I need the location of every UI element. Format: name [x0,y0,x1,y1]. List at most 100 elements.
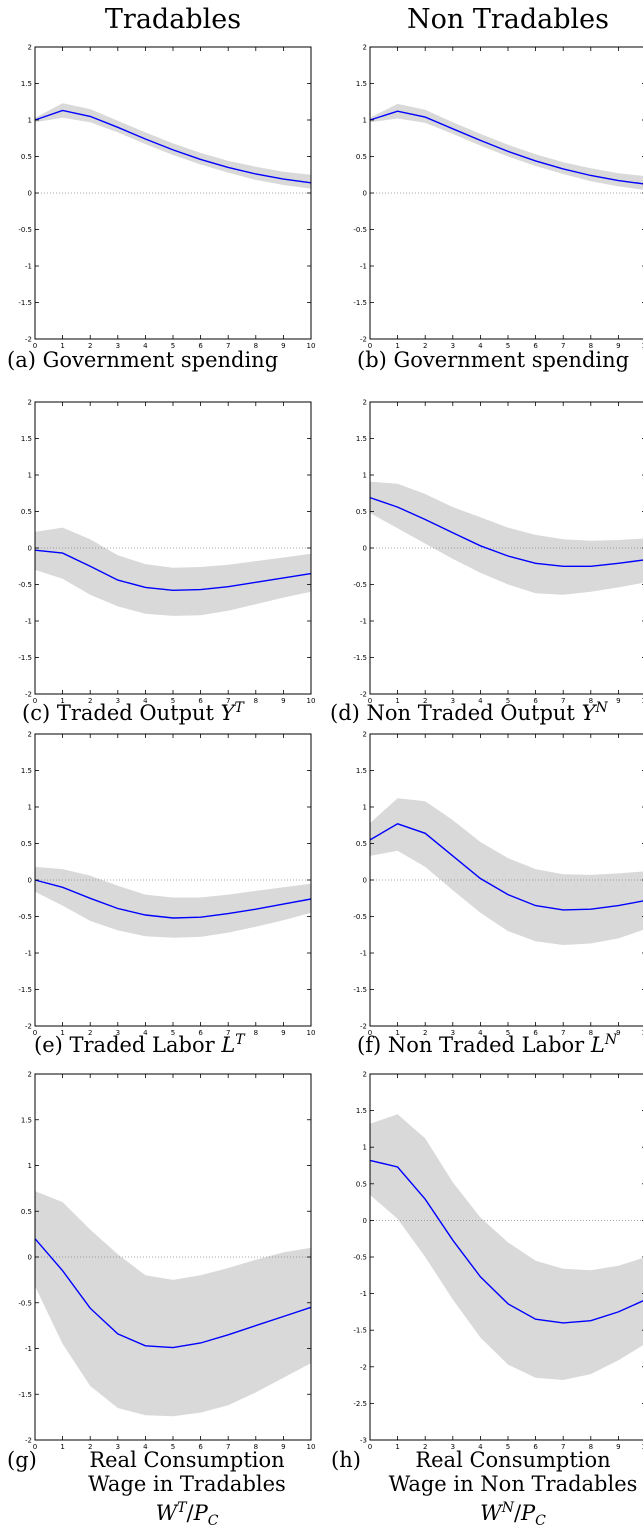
x-tick-label: 10 [307,342,316,350]
x-tick-label: 1 [395,342,399,350]
x-tick-label: 9 [281,697,285,705]
chart-d: -2 -1.5 -1 -0.5 0 0.5 1 1.5 2 0 1 2 3 4 5 6 7 8 9 10 [353,399,643,705]
x-tick-label: 5 [506,1029,510,1037]
y-tick-label: -0.5 [353,1254,367,1262]
x-tick-label: 0 [33,697,37,705]
x-tick-label: 1 [395,1029,399,1037]
x-tick-label: 6 [533,1029,538,1037]
chart-h: -3 -2.5 -2 -1.5 -1 -0.5 0 0.5 1 1.5 2 0 1 2 3 4 5 6 7 8 9 10 [353,1071,643,1451]
x-tick-label: 2 [88,1443,92,1451]
x-tick-label: 3 [451,1443,455,1451]
x-tick-label: 1 [60,342,64,350]
y-tick-label: -1 [25,1345,32,1353]
x-tick-label: 2 [423,697,427,705]
x-tick-label: 1 [395,697,399,705]
y-tick-label: -2 [360,1023,367,1031]
x-tick-label: 9 [616,1029,620,1037]
y-tick-label: -0.5 [353,913,367,921]
caption-text: Non Traded Labor [387,1033,585,1057]
confidence-band [35,866,311,938]
chart-c: -2 -1.5 -1 -0.5 0 0.5 1 1.5 2 0 1 2 3 4 5 6 7 8 9 10 [18,399,315,706]
caption-line: Wage in Tradables [88,1472,286,1496]
y-tick-label: 2 [28,1071,32,1079]
caption-math: YN [581,700,608,725]
y-tick-label: -1.5 [353,654,367,662]
y-tick-label: -1 [25,950,32,958]
x-tick-label: 4 [478,342,483,350]
x-tick-label: 10 [307,697,316,705]
caption-line: Wage in Non Tradables [388,1472,638,1496]
x-tick-label: 0 [33,1443,37,1451]
series-line [34,879,312,919]
x-tick-label: 10 [642,1443,643,1451]
x-tick-label: 5 [506,697,510,705]
x-tick-label: 3 [116,1443,120,1451]
x-tick-label: 4 [143,697,148,705]
x-tick-label: 8 [254,697,258,705]
x-tick-label: 2 [88,1029,92,1037]
y-tick-label: -2 [25,336,32,344]
y-tick-label: 0 [28,877,32,885]
y-tick-label: -0.5 [353,226,367,234]
x-tick-label: 2 [88,697,92,705]
caption-g: (g) Real Consumption Wage in Tradables WT/P… [7,1448,307,1530]
caption-text: Traded Output [56,701,214,725]
caption-label: (f) [357,1033,388,1057]
x-tick-label: 6 [533,697,538,705]
x-tick-label: 10 [642,1029,643,1037]
x-tick-label: 8 [589,1443,593,1451]
caption-math: WN/PC [480,1500,546,1530]
y-tick-label: -2 [360,336,367,344]
column-title-non-tradables: Non Tradables [407,4,609,35]
y-tick-label: 2 [28,44,32,52]
y-tick-label: 1.5 [356,767,367,775]
y-tick-label: -3 [360,1437,367,1445]
y-tick-label: -0.5 [18,913,32,921]
caption-text: Non Traded Output [366,701,575,725]
x-tick-label: 3 [116,1029,120,1037]
caption-label: (h) [331,1448,361,1472]
y-tick-label: 1 [363,1144,367,1152]
caption-label: (c) [22,701,57,725]
caption-line: Real Consumption [89,1448,285,1472]
y-tick-label: 1 [363,472,367,480]
y-tick-label: -0.5 [18,1299,32,1307]
x-tick-label: 2 [423,342,427,350]
y-tick-label: -1.5 [18,299,32,307]
caption-label: (a) [7,348,43,372]
x-tick-label: 9 [281,342,285,350]
caption-math: WT/PC [155,1500,219,1530]
x-tick-label: 9 [281,1443,285,1451]
x-tick-label: 5 [171,1443,175,1451]
x-tick-label: 7 [561,342,565,350]
x-tick-label: 1 [60,1029,64,1037]
x-tick-label: 7 [226,1443,230,1451]
chart-e: -2 -1.5 -1 -0.5 0 0.5 1 1.5 2 0 1 2 3 4 5 6 7 8 9 10 [18,731,315,1038]
y-tick-label: 2 [28,731,32,739]
confidence-band [370,1114,643,1380]
caption-label: (g) [7,1448,37,1472]
x-tick-label: 8 [589,342,593,350]
y-tick-label: 1.5 [21,767,32,775]
y-tick-label: 0.5 [356,153,367,161]
x-tick-label: 1 [60,697,64,705]
y-tick-label: 0 [28,1254,32,1262]
y-tick-label: 2 [363,399,367,407]
x-tick-label: 6 [533,1443,538,1451]
y-tick-label: -1.5 [353,299,367,307]
y-tick-label: 1.5 [356,80,367,88]
series-line [369,1159,643,1324]
x-tick-label: 8 [589,697,593,705]
y-tick-label: -2 [360,1363,367,1371]
y-tick-label: 1 [363,117,367,125]
x-tick-label: 0 [368,342,372,350]
y-tick-label: 0 [28,190,32,198]
y-tick-label: 2 [363,1071,367,1079]
y-tick-label: -1 [360,263,367,271]
y-tick-label: 2 [363,731,367,739]
y-tick-label: 1 [28,472,32,480]
x-tick-label: 6 [198,1029,203,1037]
caption-label: (e) [34,1033,70,1057]
x-tick-label: 5 [171,342,175,350]
y-tick-label: -2 [25,691,32,699]
